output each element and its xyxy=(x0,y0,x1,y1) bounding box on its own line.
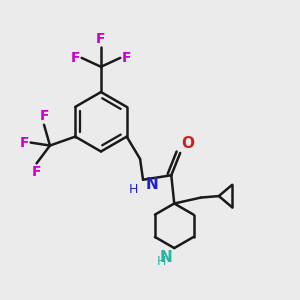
Text: F: F xyxy=(39,109,49,123)
Text: N: N xyxy=(159,250,172,266)
Text: F: F xyxy=(71,51,80,65)
Text: F: F xyxy=(96,32,106,46)
Text: F: F xyxy=(122,51,131,65)
Text: H: H xyxy=(157,255,166,268)
Text: H: H xyxy=(128,183,138,196)
Text: N: N xyxy=(146,177,158,192)
Text: O: O xyxy=(182,136,195,152)
Text: F: F xyxy=(32,165,41,179)
Text: F: F xyxy=(20,136,29,150)
